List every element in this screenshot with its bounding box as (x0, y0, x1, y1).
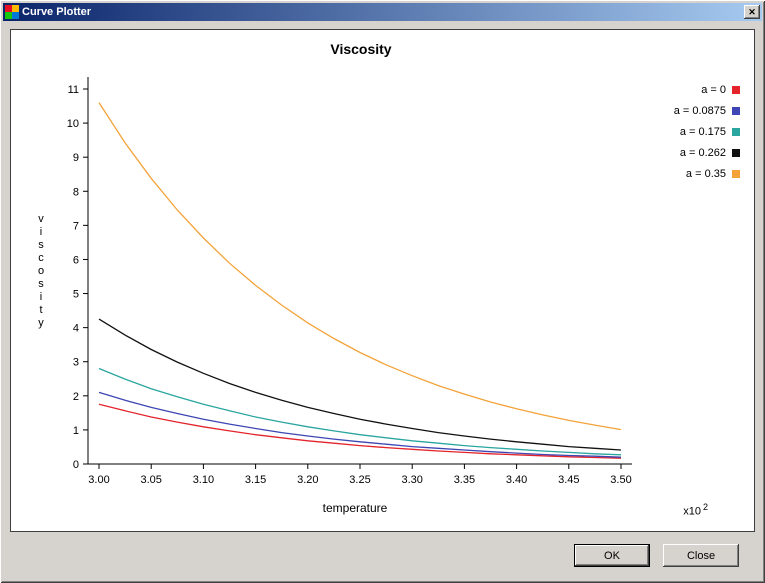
x-axis-label: temperature (322, 501, 388, 515)
x-scale-mantissa: x10 (683, 506, 701, 518)
chart-svg: 0 1 2 3 4 5 6 7 8 9 10 11 3.00 3.05 3.10 3.15 3.20 3.25 3.… (67, 77, 632, 486)
x-tick-label: 3.05 (140, 474, 161, 486)
legend-swatch (732, 127, 740, 136)
legend-item: a = 0.175 (674, 121, 740, 142)
y-tick-label: 7 (73, 220, 79, 232)
legend-label: a = 0.175 (679, 125, 726, 138)
legend-label: a = 0.0875 (673, 104, 726, 117)
legend-item: a = 0.0875 (674, 100, 740, 121)
legend-swatch (732, 106, 740, 115)
chart-title: Viscosity (330, 41, 392, 57)
y-tick-label: 6 (73, 254, 79, 266)
legend-label: a = 0 (701, 83, 726, 96)
legend-swatch (732, 148, 740, 157)
x-tick-label: 3.30 (401, 474, 422, 486)
legend-swatch (732, 169, 740, 178)
x-tick-label: 3.25 (349, 474, 370, 486)
legend-item: a = 0.35 (674, 163, 740, 184)
legend-label: a = 0.35 (685, 167, 726, 180)
legend-swatch (732, 85, 740, 94)
legend-item: a = 0 (674, 79, 740, 100)
y-tick-label: 1 (73, 425, 79, 437)
dialog-buttons: OK Close (574, 544, 739, 567)
x-tick-label: 3.20 (297, 474, 318, 486)
x-tick-label: 3.35 (454, 474, 475, 486)
legend-label: a = 0.262 (679, 146, 726, 159)
x-tick-label: 3.40 (506, 474, 527, 486)
curve-a-0-0875 (98, 391, 622, 458)
y-tick-label: 8 (73, 186, 79, 198)
y-tick-label: 5 (73, 289, 79, 301)
curve-a-0 (98, 403, 622, 459)
curve-a-0-175 (98, 367, 622, 456)
x-tick-label: 3.45 (558, 474, 579, 486)
y-tick-label: 9 (73, 152, 79, 164)
legend: a = 0 a = 0.0875 a = 0.175 a = 0.262 a = 0.3… (674, 79, 740, 184)
close-button[interactable]: Close (663, 544, 739, 567)
x-tick-label: 3.15 (245, 474, 266, 486)
x-scale-label: x10 2 (683, 502, 708, 518)
y-tick-label: 0 (73, 459, 79, 471)
close-icon[interactable]: ✕ (744, 5, 760, 19)
y-tick-label: 11 (68, 84, 79, 96)
app-icon (5, 5, 19, 19)
curve-a-0-262 (98, 318, 622, 451)
x-tick-label: 3.10 (193, 474, 214, 486)
y-tick-label: 10 (67, 118, 79, 130)
y-tick-label: 2 (73, 391, 79, 403)
x-scale-exponent: 2 (702, 502, 708, 513)
chart-panel: Viscosity 0 1 2 3 4 5 6 7 8 9 10 11 3.00 3.05 3.10 3.15… (10, 29, 755, 532)
ok-button[interactable]: OK (574, 544, 650, 567)
x-tick-label: 3.00 (88, 474, 109, 486)
titlebar[interactable]: Curve Plotter ✕ (3, 3, 762, 21)
x-tick-label: 3.50 (610, 474, 631, 486)
legend-item: a = 0.262 (674, 142, 740, 163)
curve-a-0-35 (98, 102, 622, 431)
window-title: Curve Plotter (22, 6, 92, 18)
y-tick-label: 3 (73, 357, 79, 369)
y-tick-label: 4 (73, 323, 79, 335)
y-axis-label: viscosity (35, 213, 47, 330)
